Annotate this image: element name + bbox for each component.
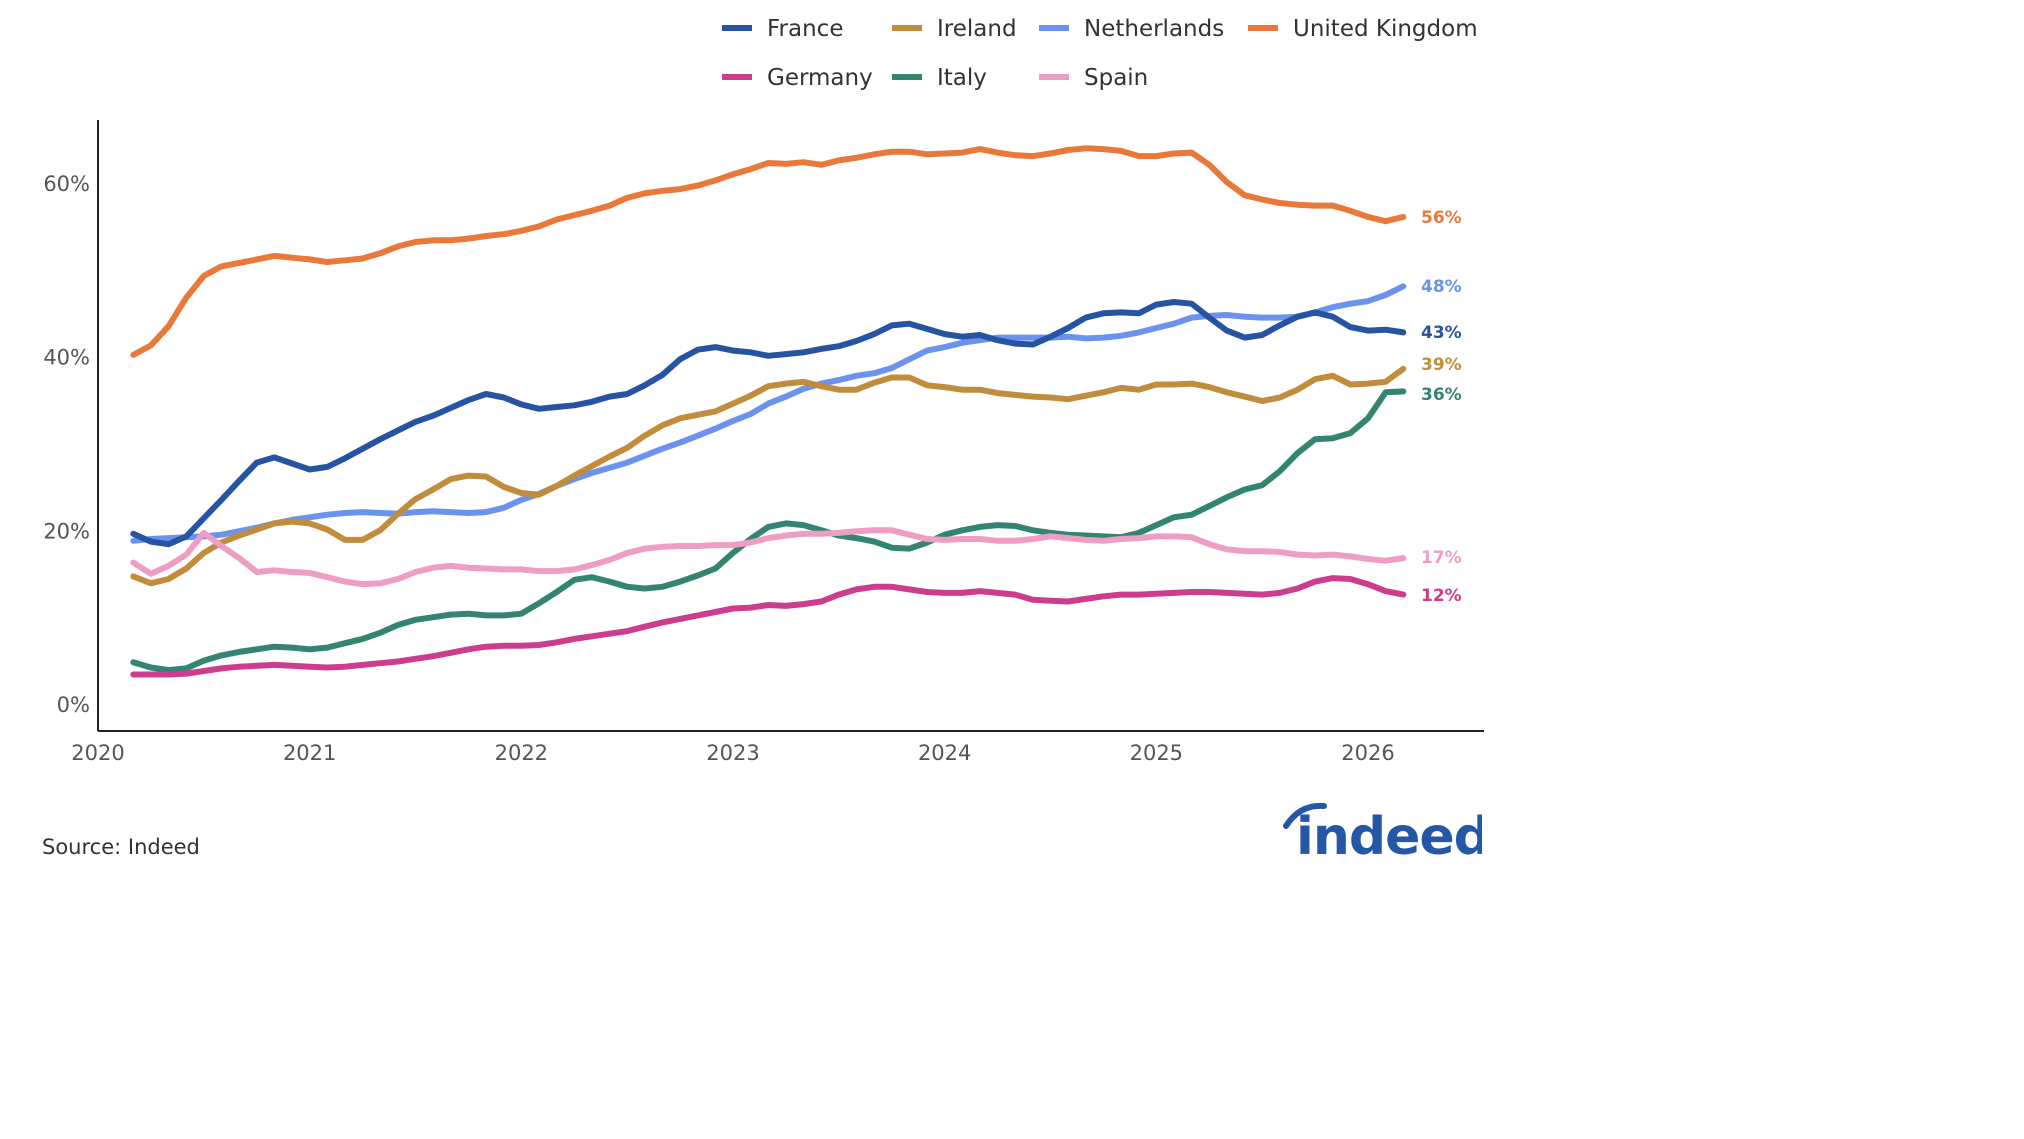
y-tick-label: 0%: [57, 693, 90, 717]
axes: [97, 120, 1484, 732]
series-line-france: [130, 299, 1407, 548]
legend-label: Italy: [937, 65, 987, 91]
x-tick-label: 2022: [495, 741, 548, 765]
end-label-netherlands: 48%: [1421, 277, 1462, 297]
indeed-logo: indeed: [1283, 802, 1482, 862]
logo-wordmark: indeed: [1296, 807, 1482, 862]
y-tick-label: 40%: [43, 346, 90, 370]
x-tick-label: 2024: [918, 741, 971, 765]
legend-label: Germany: [767, 65, 873, 91]
y-tick-label: 60%: [43, 172, 90, 196]
end-label-france: 43%: [1421, 323, 1462, 343]
end-label-italy: 36%: [1421, 385, 1462, 405]
legend-label: United Kingdom: [1293, 16, 1478, 42]
series-line-spain: [130, 527, 1407, 588]
end-label-spain: 17%: [1421, 548, 1462, 568]
x-tick-label: 2021: [283, 741, 336, 765]
series-lines: [130, 145, 1407, 678]
legend-label: France: [767, 16, 843, 42]
logo-swoosh: [1283, 802, 1327, 829]
series-line-italy: [130, 388, 1407, 674]
series-line-united-kingdom: [130, 145, 1407, 358]
series-line-germany: [130, 575, 1407, 678]
x-tick-label: 2025: [1130, 741, 1183, 765]
legend: France Ireland Netherlands United Kingdom Ge…: [722, 16, 1478, 91]
end-label-united-kingdom: 56%: [1421, 208, 1462, 228]
y-tick-label: 20%: [43, 519, 90, 543]
axis-ticks: 0% 20% 40% 60% 2020 2021 2022 2023 2024 2025 2026: [43, 172, 1394, 765]
x-tick-label: 2026: [1341, 741, 1394, 765]
source-note: Source: Indeed: [42, 835, 200, 859]
end-label-ireland: 39%: [1421, 355, 1462, 375]
x-tick-label: 2023: [706, 741, 759, 765]
legend-label: Ireland: [937, 16, 1017, 42]
legend-label: Netherlands: [1084, 16, 1224, 42]
line-chart: France Ireland Netherlands United Kingdom Ge…: [43, 16, 1484, 765]
end-label-germany: 12%: [1421, 586, 1462, 606]
legend-label: Spain: [1084, 65, 1148, 91]
chart: France Ireland Netherlands United Kingdom Ge…: [43, 16, 1484, 765]
series-line-ireland: [130, 365, 1407, 587]
x-tick-label: 2020: [71, 741, 124, 765]
series-line-netherlands: [130, 283, 1407, 544]
end-labels: 56% 48% 43% 39% 36% 17% 12%: [1421, 208, 1462, 606]
